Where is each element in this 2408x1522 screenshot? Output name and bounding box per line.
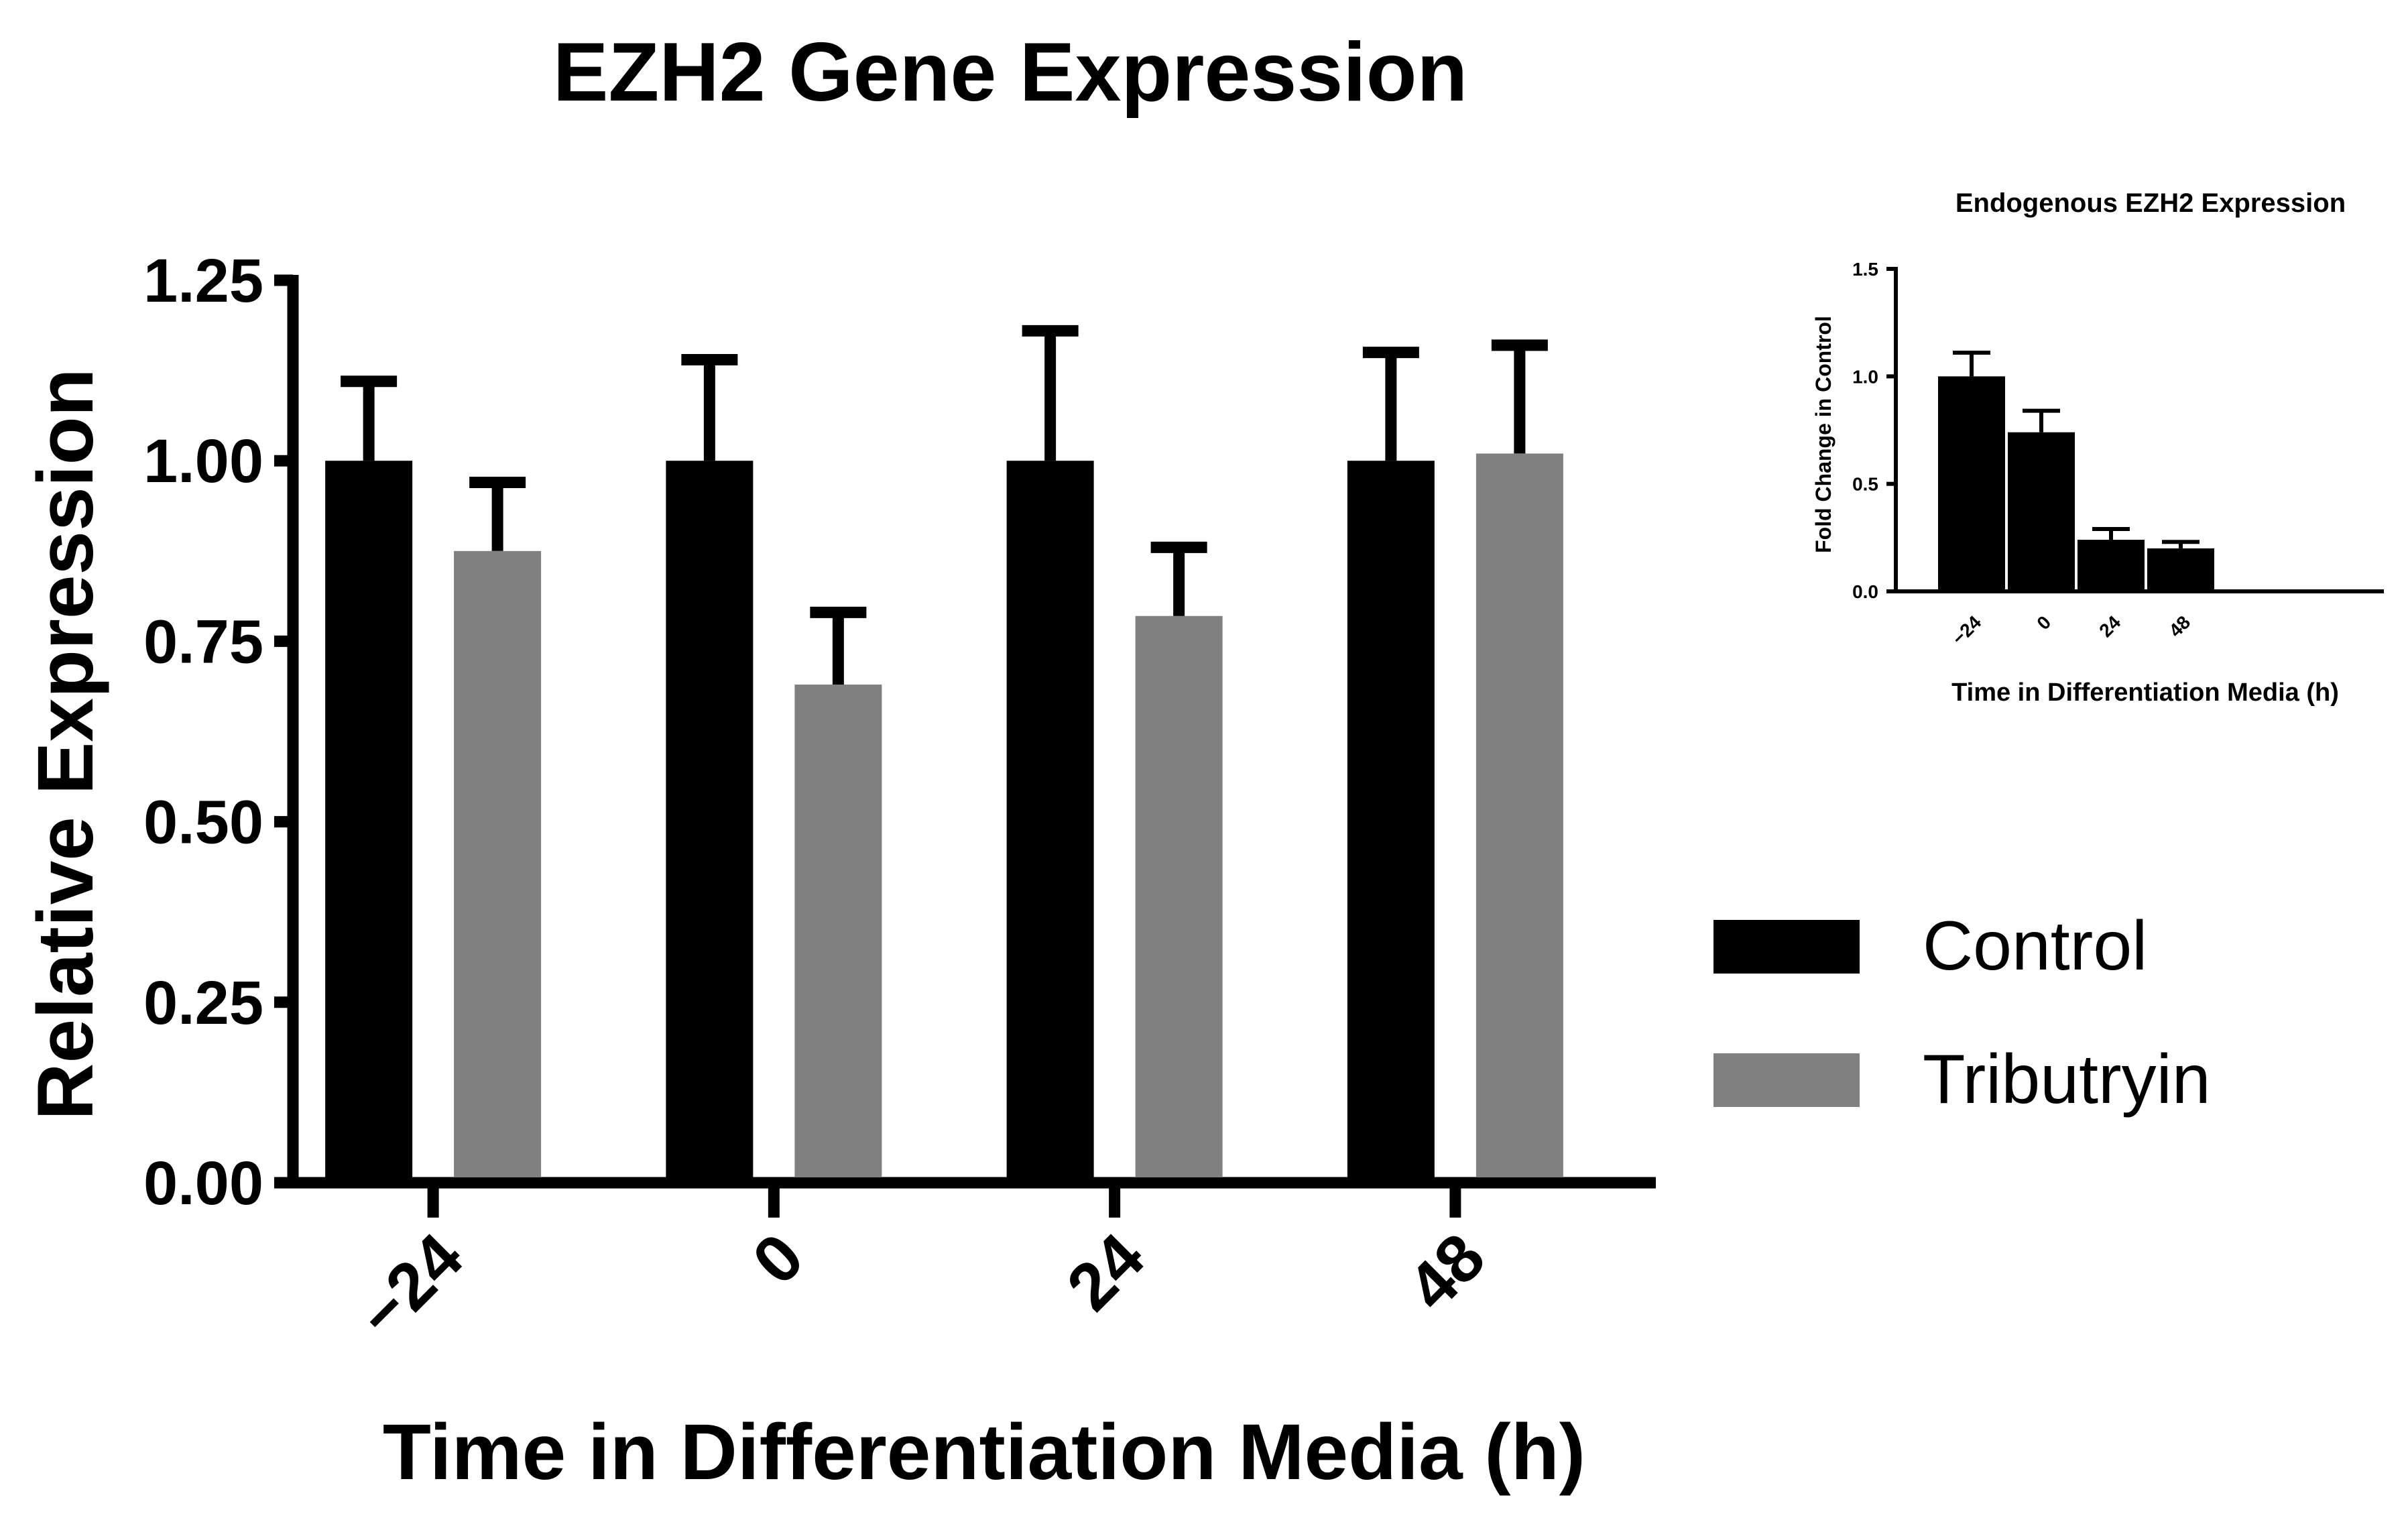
inset-y-tick-label: 0.0 bbox=[1852, 581, 1878, 602]
bar-control bbox=[1006, 461, 1094, 1178]
legend-swatch-control bbox=[1713, 920, 1860, 974]
inset-x-tick-label: 0 bbox=[2033, 611, 2055, 634]
inset-x-tick-label: 24 bbox=[2095, 611, 2124, 641]
y-axis-label: Relative Expression bbox=[21, 368, 110, 1120]
inset-y-tick-label: 0.5 bbox=[1852, 474, 1878, 495]
inset-bar bbox=[1938, 376, 2005, 589]
legend-label-control: Control bbox=[1923, 907, 2147, 985]
inset-bar bbox=[2078, 540, 2145, 589]
bar-control bbox=[666, 461, 754, 1178]
bar-tributryin bbox=[1135, 616, 1223, 1177]
y-tick-label: 0.75 bbox=[143, 607, 263, 676]
inset-x-tick-label: 48 bbox=[2165, 611, 2194, 641]
x-tick-label: −24 bbox=[344, 1219, 477, 1352]
inset-y-tick-label: 1.0 bbox=[1852, 366, 1878, 387]
main-chart: EZH2 Gene Expression0.000.250.500.751.00… bbox=[21, 26, 2211, 1497]
y-tick-label: 0.50 bbox=[143, 788, 263, 857]
inset-bar bbox=[2147, 548, 2214, 589]
legend-swatch-tributryin bbox=[1713, 1053, 1860, 1107]
inset-y-axis-label: Fold Change in Control bbox=[1811, 316, 1835, 553]
bar-control bbox=[325, 461, 413, 1178]
x-axis-label: Time in Differentiation Media (h) bbox=[383, 1408, 1585, 1497]
bar-tributryin bbox=[794, 685, 882, 1177]
x-tick-label: 0 bbox=[738, 1219, 818, 1299]
inset-x-tick-label: −24 bbox=[1948, 611, 1986, 649]
inset-x-axis-label: Time in Differentiation Media (h) bbox=[1951, 679, 2339, 707]
x-tick-label: 48 bbox=[1394, 1219, 1500, 1325]
bar-tributryin bbox=[1476, 453, 1563, 1177]
inset-y-tick-label: 1.5 bbox=[1852, 259, 1878, 280]
bar-control bbox=[1347, 461, 1435, 1178]
y-tick-label: 1.25 bbox=[143, 247, 263, 315]
y-tick-label: 0.25 bbox=[143, 969, 263, 1037]
legend-label-tributryin: Tributryin bbox=[1923, 1041, 2211, 1118]
inset-bar bbox=[2008, 432, 2075, 589]
chart-title: EZH2 Gene Expression bbox=[553, 26, 1467, 119]
inset-title: Endogenous EZH2 Expression bbox=[1955, 188, 2346, 218]
y-tick-label: 0.00 bbox=[143, 1149, 263, 1218]
x-tick-label: 24 bbox=[1052, 1219, 1158, 1325]
inset-chart: Endogenous EZH2 Expression 0.0 0.5 1.0 1.5 Fo… bbox=[1811, 188, 2384, 707]
bar-tributryin bbox=[454, 550, 542, 1177]
y-tick-label: 1.00 bbox=[143, 427, 263, 495]
